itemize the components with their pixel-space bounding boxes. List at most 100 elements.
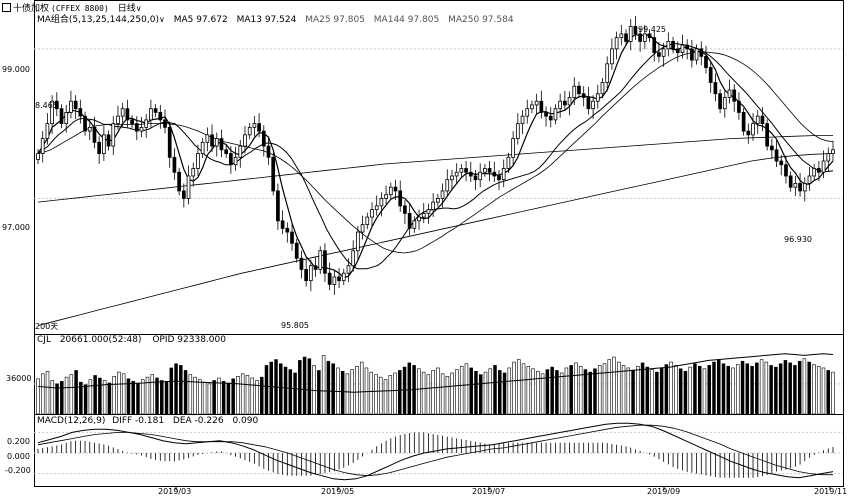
volume-bar: [540, 373, 545, 415]
volume-bar: [674, 365, 678, 415]
volume-bar: [755, 362, 759, 415]
candle-up: [454, 171, 459, 177]
x-label-2019-07: 2019/07: [472, 487, 506, 496]
symbol-title[interactable]: 十债加权 (CFFEX 8800) 日线∨: [2, 3, 142, 15]
volume-bar: [612, 356, 616, 415]
macd-label-neg: -0.200: [5, 466, 31, 475]
candle-up: [374, 205, 379, 211]
period-label[interactable]: 日线: [117, 4, 136, 14]
candle-down: [685, 44, 690, 50]
volume-bar: [764, 361, 769, 415]
candle-up: [812, 168, 817, 177]
candle-up: [87, 126, 92, 132]
candle-down: [271, 156, 276, 192]
candle-up: [642, 33, 647, 42]
volume-bar: [478, 374, 483, 415]
candle-down: [817, 168, 821, 173]
volume-bar: [731, 367, 735, 415]
volume-bar: [659, 367, 664, 415]
candle-down: [323, 250, 327, 274]
volume-bar: [740, 360, 745, 415]
volume-bar: [259, 376, 264, 415]
candle-down: [492, 171, 497, 177]
candle-up: [120, 108, 125, 117]
volume-bar: [483, 371, 488, 415]
candle-down: [464, 168, 468, 173]
x-label-2019-05: 2019/05: [321, 487, 355, 496]
ma5-value: MA5 97.672: [173, 15, 228, 25]
candle-down: [671, 40, 675, 50]
candle-up: [149, 108, 153, 121]
ma13-line: [37, 43, 834, 270]
candle-up: [450, 175, 454, 181]
volume-bar: [307, 358, 312, 415]
volume-bar: [569, 365, 573, 415]
candle-up: [233, 156, 238, 166]
candle-down: [257, 123, 261, 132]
candle-up: [826, 153, 831, 162]
ma13-line: [37, 43, 834, 270]
volume-bar: [778, 363, 783, 415]
candle-down: [83, 115, 87, 132]
ma144-line: [37, 135, 833, 203]
candle-down: [718, 93, 722, 110]
volume-bar: [517, 359, 521, 415]
volume-bar: [359, 361, 364, 415]
annotation-max: 99.425: [638, 25, 666, 34]
volume-bar: [474, 370, 478, 415]
volume-bar: [626, 367, 631, 415]
price-label-97: 97.000: [2, 223, 30, 232]
volume-bar: [155, 377, 159, 415]
chevron-down-icon[interactable]: ∨: [158, 15, 165, 24]
candle-down: [134, 123, 139, 132]
macd-value: 0.090: [232, 416, 259, 426]
candle-down: [327, 272, 332, 285]
candle-up: [116, 115, 120, 125]
candle-up: [595, 93, 600, 102]
volume-bar: [36, 378, 40, 415]
volume-value: 20661.000(52:48): [59, 335, 142, 345]
candle-down: [798, 183, 802, 192]
candle-down: [163, 119, 167, 128]
volume-bar: [450, 372, 454, 415]
volume-bar: [559, 372, 564, 415]
volume-bars[interactable]: [36, 355, 835, 415]
candle-up: [722, 97, 727, 110]
chevron-down-icon[interactable]: ∨: [135, 4, 142, 13]
volume-bar: [41, 373, 45, 415]
volume-bar: [669, 361, 673, 415]
ma-group-label[interactable]: MA组合(5,13,25,144,250,0): [37, 15, 159, 25]
candle-down: [224, 149, 229, 154]
volume-bar: [721, 363, 726, 415]
candlestick-series[interactable]: [36, 15, 835, 295]
volume-bar: [355, 365, 359, 415]
volume-bar: [683, 370, 688, 415]
volume-bar: [174, 363, 178, 415]
ma-legend[interactable]: MA组合(5,13,25,144,250,0)∨ MA5 97.672 MA13…: [37, 14, 514, 26]
open-interest-line: [37, 353, 834, 393]
volume-bar: [379, 376, 383, 415]
candle-up: [144, 119, 149, 128]
volume-bar: [74, 370, 78, 415]
volume-bar: [398, 370, 402, 415]
diff-value: DIFF -0.181: [112, 416, 165, 426]
volume-bar: [507, 367, 512, 415]
volume-bar: [583, 369, 588, 415]
macd-label-zero: 0.000: [7, 452, 30, 461]
candle-down: [544, 112, 548, 117]
volume-bar: [750, 365, 754, 415]
volume-bar: [536, 370, 540, 415]
annotation-min-right: 96.930: [784, 235, 812, 244]
candle-up: [247, 126, 252, 136]
volume-bar: [417, 368, 421, 415]
candle-up: [384, 194, 388, 199]
volume-bar: [588, 371, 592, 415]
volume-bar: [150, 374, 155, 415]
ma13-value: MA13 97.524: [236, 15, 297, 25]
candle-down: [167, 126, 172, 158]
volume-bar: [183, 370, 188, 415]
volume-bar: [807, 361, 811, 415]
volume-bar: [98, 377, 102, 415]
candle-down: [779, 160, 784, 166]
volume-bar: [621, 365, 626, 415]
